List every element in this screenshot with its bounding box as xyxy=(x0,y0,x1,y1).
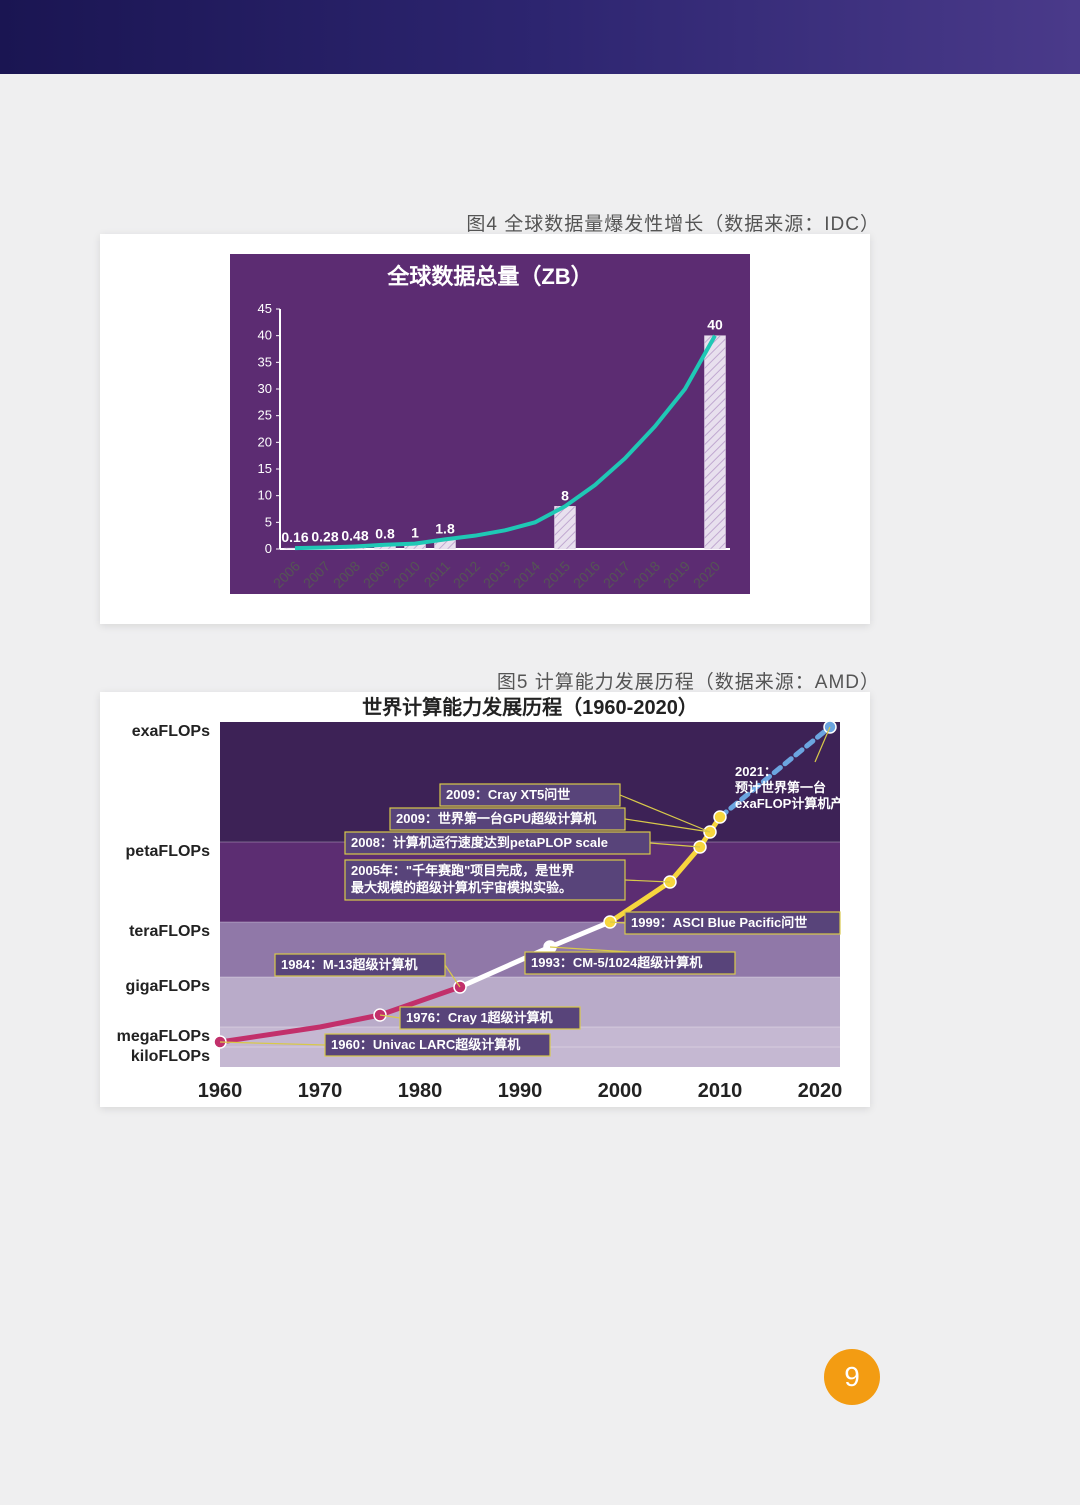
svg-text:0.8: 0.8 xyxy=(375,526,395,542)
page-number-badge: 9 xyxy=(824,1349,880,1405)
svg-text:1999：ASCI Blue Pacific问世: 1999：ASCI Blue Pacific问世 xyxy=(631,915,807,930)
svg-text:gigaFLOPs: gigaFLOPs xyxy=(126,978,211,995)
svg-text:1960: 1960 xyxy=(198,1080,243,1102)
svg-text:0.28: 0.28 xyxy=(311,529,338,545)
fig5-panel: 世界计算能力发展历程（1960-2020） exaFLOPs petaFLOPs te… xyxy=(100,692,870,1107)
svg-text:2009：世界第一台GPU超级计算机: 2009：世界第一台GPU超级计算机 xyxy=(396,811,596,826)
svg-text:2010: 2010 xyxy=(698,1080,743,1102)
svg-text:40: 40 xyxy=(707,317,723,333)
svg-text:最大规模的超级计算机宇宙模拟实验。: 最大规模的超级计算机宇宙模拟实验。 xyxy=(351,880,572,895)
svg-text:1980: 1980 xyxy=(398,1080,443,1102)
svg-text:2009：Cray XT5问世: 2009：Cray XT5问世 xyxy=(446,787,570,802)
svg-text:exaFLOPs: exaFLOPs xyxy=(132,723,210,740)
svg-text:1: 1 xyxy=(411,525,419,541)
svg-text:5: 5 xyxy=(265,514,272,529)
svg-text:2020: 2020 xyxy=(798,1080,843,1102)
svg-text:1.8: 1.8 xyxy=(435,520,455,536)
fig4-panel: 全球数据总量（ZB）0510152025303540450.1620060.28… xyxy=(100,234,870,624)
fig5-caption: 图5 计算能力发展历程（数据来源：AMD） xyxy=(497,667,880,694)
svg-text:2021：: 2021： xyxy=(735,764,777,779)
svg-text:35: 35 xyxy=(258,354,272,369)
fig5-chart: 世界计算能力发展历程（1960-2020） exaFLOPs petaFLOPs te… xyxy=(100,692,870,1107)
svg-text:30: 30 xyxy=(258,381,272,396)
svg-text:1970: 1970 xyxy=(298,1080,343,1102)
svg-text:25: 25 xyxy=(258,408,272,423)
svg-text:1960：Univac LARC超级计算机: 1960：Univac LARC超级计算机 xyxy=(331,1037,520,1052)
page-number: 9 xyxy=(844,1361,860,1393)
svg-text:megaFLOPs: megaFLOPs xyxy=(117,1028,210,1045)
svg-text:预计世界第一台: 预计世界第一台 xyxy=(735,780,826,795)
svg-text:exaFLOP计算机产生: exaFLOP计算机产生 xyxy=(735,796,856,811)
svg-text:kiloFLOPs: kiloFLOPs xyxy=(131,1048,210,1065)
svg-text:1984：M-13超级计算机: 1984：M-13超级计算机 xyxy=(281,957,418,972)
svg-text:40: 40 xyxy=(258,328,272,343)
svg-text:0.16: 0.16 xyxy=(281,529,308,545)
fig4-chart: 全球数据总量（ZB）0510152025303540450.1620060.28… xyxy=(100,234,870,624)
svg-text:15: 15 xyxy=(258,461,272,476)
svg-text:0: 0 xyxy=(265,541,272,556)
svg-text:1990: 1990 xyxy=(498,1080,543,1102)
svg-text:teraFLOPs: teraFLOPs xyxy=(129,923,210,940)
fig4-caption: 图4 全球数据量爆发性增长（数据来源：IDC） xyxy=(466,209,880,236)
svg-text:8: 8 xyxy=(561,487,569,503)
svg-text:2008：计算机运行速度达到petaPLOP scale: 2008：计算机运行速度达到petaPLOP scale xyxy=(351,835,608,850)
svg-text:45: 45 xyxy=(258,301,272,316)
svg-text:1993：CM-5/1024超级计算机: 1993：CM-5/1024超级计算机 xyxy=(531,955,702,970)
svg-text:20: 20 xyxy=(258,434,272,449)
svg-text:世界计算能力发展历程（1960-2020）: 世界计算能力发展历程（1960-2020） xyxy=(362,695,698,719)
header-band xyxy=(0,0,1080,74)
svg-text:2005年："千年赛跑"项目完成，是世界: 2005年："千年赛跑"项目完成，是世界 xyxy=(351,863,574,878)
svg-text:全球数据总量（ZB）: 全球数据总量（ZB） xyxy=(386,264,592,289)
svg-text:10: 10 xyxy=(258,488,272,503)
svg-text:2000: 2000 xyxy=(598,1080,643,1102)
svg-text:petaFLOPs: petaFLOPs xyxy=(126,843,211,860)
svg-text:0.48: 0.48 xyxy=(341,527,368,543)
svg-text:1976：Cray 1超级计算机: 1976：Cray 1超级计算机 xyxy=(406,1010,553,1025)
page-content: 图4 全球数据量爆发性增长（数据来源：IDC） 全球数据总量（ZB） 0 5 10 15… xyxy=(0,74,1080,1505)
